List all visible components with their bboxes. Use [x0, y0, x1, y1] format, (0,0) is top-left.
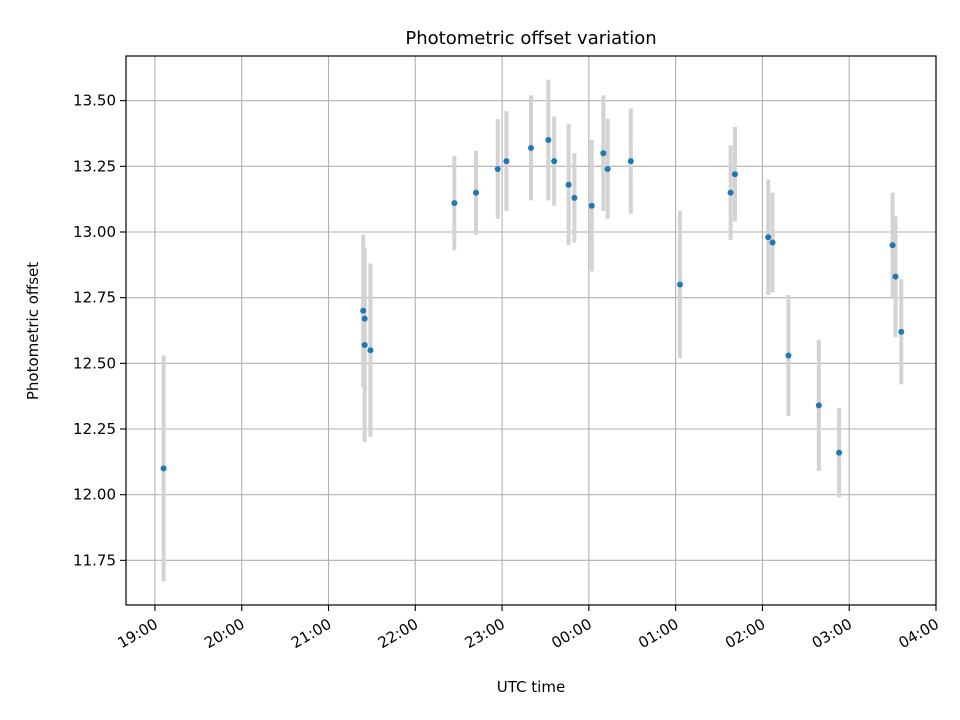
data-point	[765, 234, 772, 241]
data-point	[565, 181, 572, 188]
chart-title: Photometric offset variation	[405, 28, 656, 49]
y-axis-ticks: 11.75 12.00 12.25 12.50 12.75 13.00 13.25 13.50	[73, 92, 126, 569]
data-point	[473, 189, 480, 196]
y-tick-label: 13.00	[73, 223, 116, 241]
data-point	[769, 239, 776, 246]
x-tick-label: 21:00	[288, 615, 334, 652]
y-tick-label: 12.75	[73, 289, 116, 307]
data-point	[898, 328, 905, 335]
data-point	[892, 273, 899, 280]
data-point	[361, 315, 368, 322]
data-point	[727, 189, 734, 196]
data-point	[889, 242, 896, 249]
x-axis-ticks: 19:00 20:00 21:00 22:00 23:00 00:00 01:00 02:00…	[114, 605, 942, 652]
x-tick-label: 22:00	[375, 615, 421, 652]
x-tick-label: 02:00	[722, 615, 768, 652]
x-tick-label: 19:00	[114, 615, 160, 652]
data-point	[494, 165, 501, 172]
data-point	[160, 465, 167, 472]
x-tick-label: 23:00	[462, 615, 508, 652]
y-tick-label: 12.00	[73, 486, 116, 504]
data-point	[588, 202, 595, 209]
x-tick-label: 20:00	[201, 615, 247, 652]
y-tick-label: 12.50	[73, 354, 116, 372]
x-tick-label: 00:00	[548, 615, 594, 652]
y-tick-label: 11.75	[73, 551, 116, 569]
y-tick-label: 13.25	[73, 157, 116, 175]
data-point	[785, 352, 792, 359]
data-point	[551, 158, 558, 165]
data-point	[815, 402, 822, 409]
data-point	[528, 144, 534, 151]
point-layer	[160, 137, 905, 472]
data-point	[503, 158, 510, 165]
data-point	[545, 137, 552, 144]
data-point	[600, 150, 607, 157]
data-point	[836, 449, 843, 456]
x-axis-label: UTC time	[497, 678, 565, 696]
x-tick-label: 04:00	[896, 615, 942, 652]
y-tick-label: 13.50	[73, 92, 116, 110]
errorbar-layer	[161, 79, 904, 582]
data-point	[361, 341, 368, 348]
data-point	[367, 347, 374, 354]
y-tick-label: 12.25	[73, 420, 116, 438]
plot-frame	[125, 55, 937, 606]
x-tick-label: 01:00	[635, 615, 681, 652]
data-point	[360, 307, 367, 314]
data-point	[731, 171, 738, 178]
data-point	[571, 194, 578, 201]
x-tick-label: 03:00	[809, 615, 855, 652]
data-point	[451, 200, 458, 207]
data-point	[676, 281, 683, 288]
y-axis-label: Photometric offset	[24, 262, 42, 400]
data-point	[604, 165, 611, 172]
data-point	[627, 158, 634, 165]
